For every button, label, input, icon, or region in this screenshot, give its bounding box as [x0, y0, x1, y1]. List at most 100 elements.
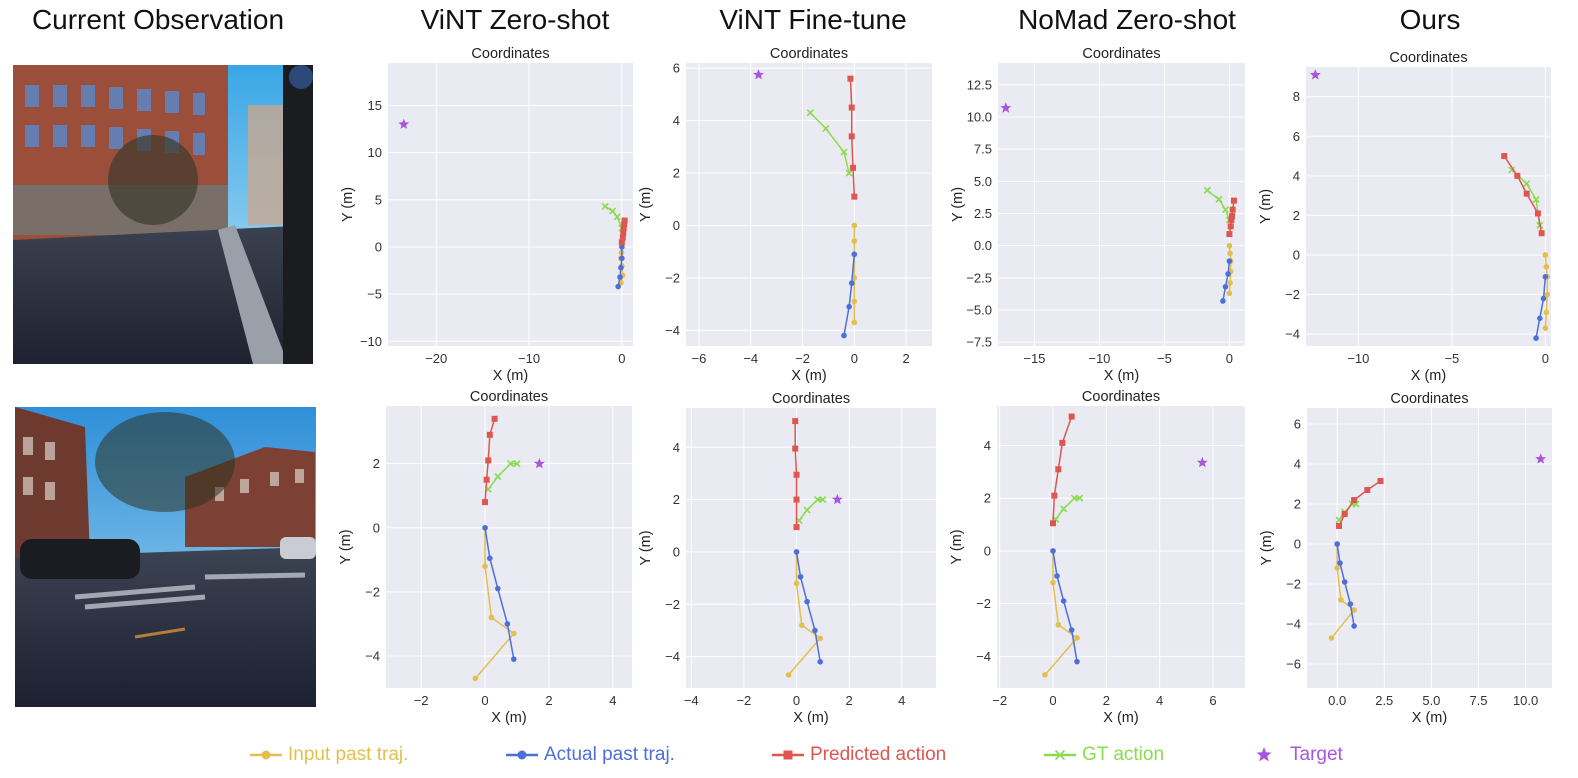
- plot-area: [388, 63, 633, 346]
- x-tick-label: 6: [1209, 693, 1216, 708]
- x-axis-label: X (m): [791, 368, 826, 384]
- y-tick-label: 0: [984, 543, 991, 558]
- actual-series: [482, 524, 517, 662]
- gt-point: [494, 472, 502, 481]
- actual-point: [619, 244, 625, 250]
- legend-item-gt: GT action: [1042, 740, 1164, 770]
- pred-series: [792, 418, 800, 531]
- gt-point: [1532, 196, 1540, 204]
- gt-series: [1203, 186, 1233, 224]
- input-point: [1328, 635, 1335, 641]
- input-point: [1338, 597, 1344, 603]
- input-point: [793, 580, 800, 587]
- y-tick-label: −2: [976, 596, 991, 611]
- actual-series: [841, 251, 858, 339]
- legend-marker-input: [250, 750, 282, 760]
- actual-point: [510, 656, 517, 662]
- y-tick-label: 0.0: [974, 238, 992, 253]
- legend-star: [1256, 747, 1272, 762]
- y-tick-label: −5.0: [966, 302, 992, 317]
- actual-line: [1535, 276, 1547, 339]
- pred-point: [793, 524, 800, 531]
- actual-point: [1068, 627, 1075, 633]
- actual-point: [841, 332, 847, 339]
- gt-line: [487, 462, 517, 490]
- x-tick-label: −5: [1157, 351, 1172, 366]
- gt-point: [1070, 494, 1078, 502]
- pred-series: [1501, 153, 1545, 237]
- gt-point: [1523, 180, 1531, 188]
- y-axis-label: Y (m): [638, 187, 654, 222]
- pred-point: [1228, 216, 1235, 223]
- input-point: [510, 630, 517, 637]
- gt-point: [1203, 186, 1211, 194]
- column-title-vint-fine-tune: ViNT Fine-tune: [719, 4, 907, 35]
- plot-area: [686, 408, 936, 688]
- input-series: [1042, 548, 1080, 678]
- pred-point: [848, 104, 855, 111]
- gt-point: [819, 496, 827, 504]
- gt-point: [609, 207, 617, 215]
- actual-point: [617, 274, 623, 280]
- input-point: [1050, 579, 1056, 586]
- y-tick-label: 0: [373, 520, 380, 535]
- actual-point: [1050, 548, 1056, 554]
- x-tick-label: 4: [1156, 693, 1163, 708]
- x-axis-label: X (m): [1104, 368, 1139, 384]
- x-axis-label: X (m): [1411, 368, 1446, 384]
- chart-title: Coordinates: [772, 391, 850, 407]
- actual-point: [1060, 598, 1067, 604]
- actual-point: [1226, 258, 1233, 264]
- legend-item-actual: Actual past traj.: [504, 740, 675, 770]
- pred-point: [1226, 231, 1233, 238]
- gt-point: [1076, 494, 1084, 502]
- target-star: [1535, 453, 1547, 464]
- pred-series: [482, 415, 498, 506]
- actual-point: [1542, 273, 1549, 280]
- legend-label-input: Input past traj.: [288, 744, 409, 765]
- gt-point: [845, 169, 853, 177]
- column-title-nomad-zero-shot: NoMad Zero-shot: [1018, 4, 1236, 35]
- x-tick-label: −5: [1444, 351, 1459, 366]
- gt-point: [513, 460, 521, 468]
- pred-point: [486, 431, 493, 438]
- observation-image-1: [13, 65, 313, 364]
- actual-point: [487, 555, 493, 562]
- target-star: [398, 118, 410, 129]
- gt-point: [806, 109, 814, 117]
- pred-point: [1055, 466, 1062, 473]
- pred-point: [1229, 206, 1236, 213]
- legend-label-target: Target: [1290, 744, 1343, 765]
- input-point: [851, 238, 858, 244]
- actual-point: [1536, 315, 1543, 322]
- actual-point: [504, 621, 511, 627]
- pred-point: [621, 217, 628, 224]
- gt-line: [1055, 497, 1080, 520]
- input-point: [1074, 635, 1080, 641]
- pred-point: [847, 75, 854, 82]
- y-tick-label: −7.5: [966, 335, 992, 350]
- x-tick-label: 0: [1049, 693, 1056, 708]
- y-tick-label: 6: [1294, 417, 1301, 432]
- y-tick-label: 10.0: [967, 110, 992, 125]
- pred-point: [848, 133, 855, 140]
- chart-title: Coordinates: [1389, 50, 1467, 66]
- y-tick-label: 2: [673, 166, 680, 181]
- pred-series: [1226, 197, 1237, 238]
- x-tick-label: 2: [846, 693, 853, 708]
- column-title-ours: Ours: [1399, 4, 1461, 35]
- x-tick-label: 0.0: [1328, 693, 1346, 708]
- pred-point: [1229, 213, 1235, 220]
- input-point: [1042, 672, 1048, 678]
- pred-series: [1336, 478, 1384, 529]
- pred-point: [619, 234, 626, 241]
- x-tick-label: −6: [692, 351, 707, 366]
- y-tick-label: 2: [1293, 208, 1300, 223]
- x-tick-label: −10: [1347, 351, 1369, 366]
- legend-marker: [1054, 749, 1066, 761]
- legend-marker-actual: [506, 750, 538, 760]
- y-tick-label: 2: [373, 456, 380, 471]
- gt-point: [814, 496, 822, 504]
